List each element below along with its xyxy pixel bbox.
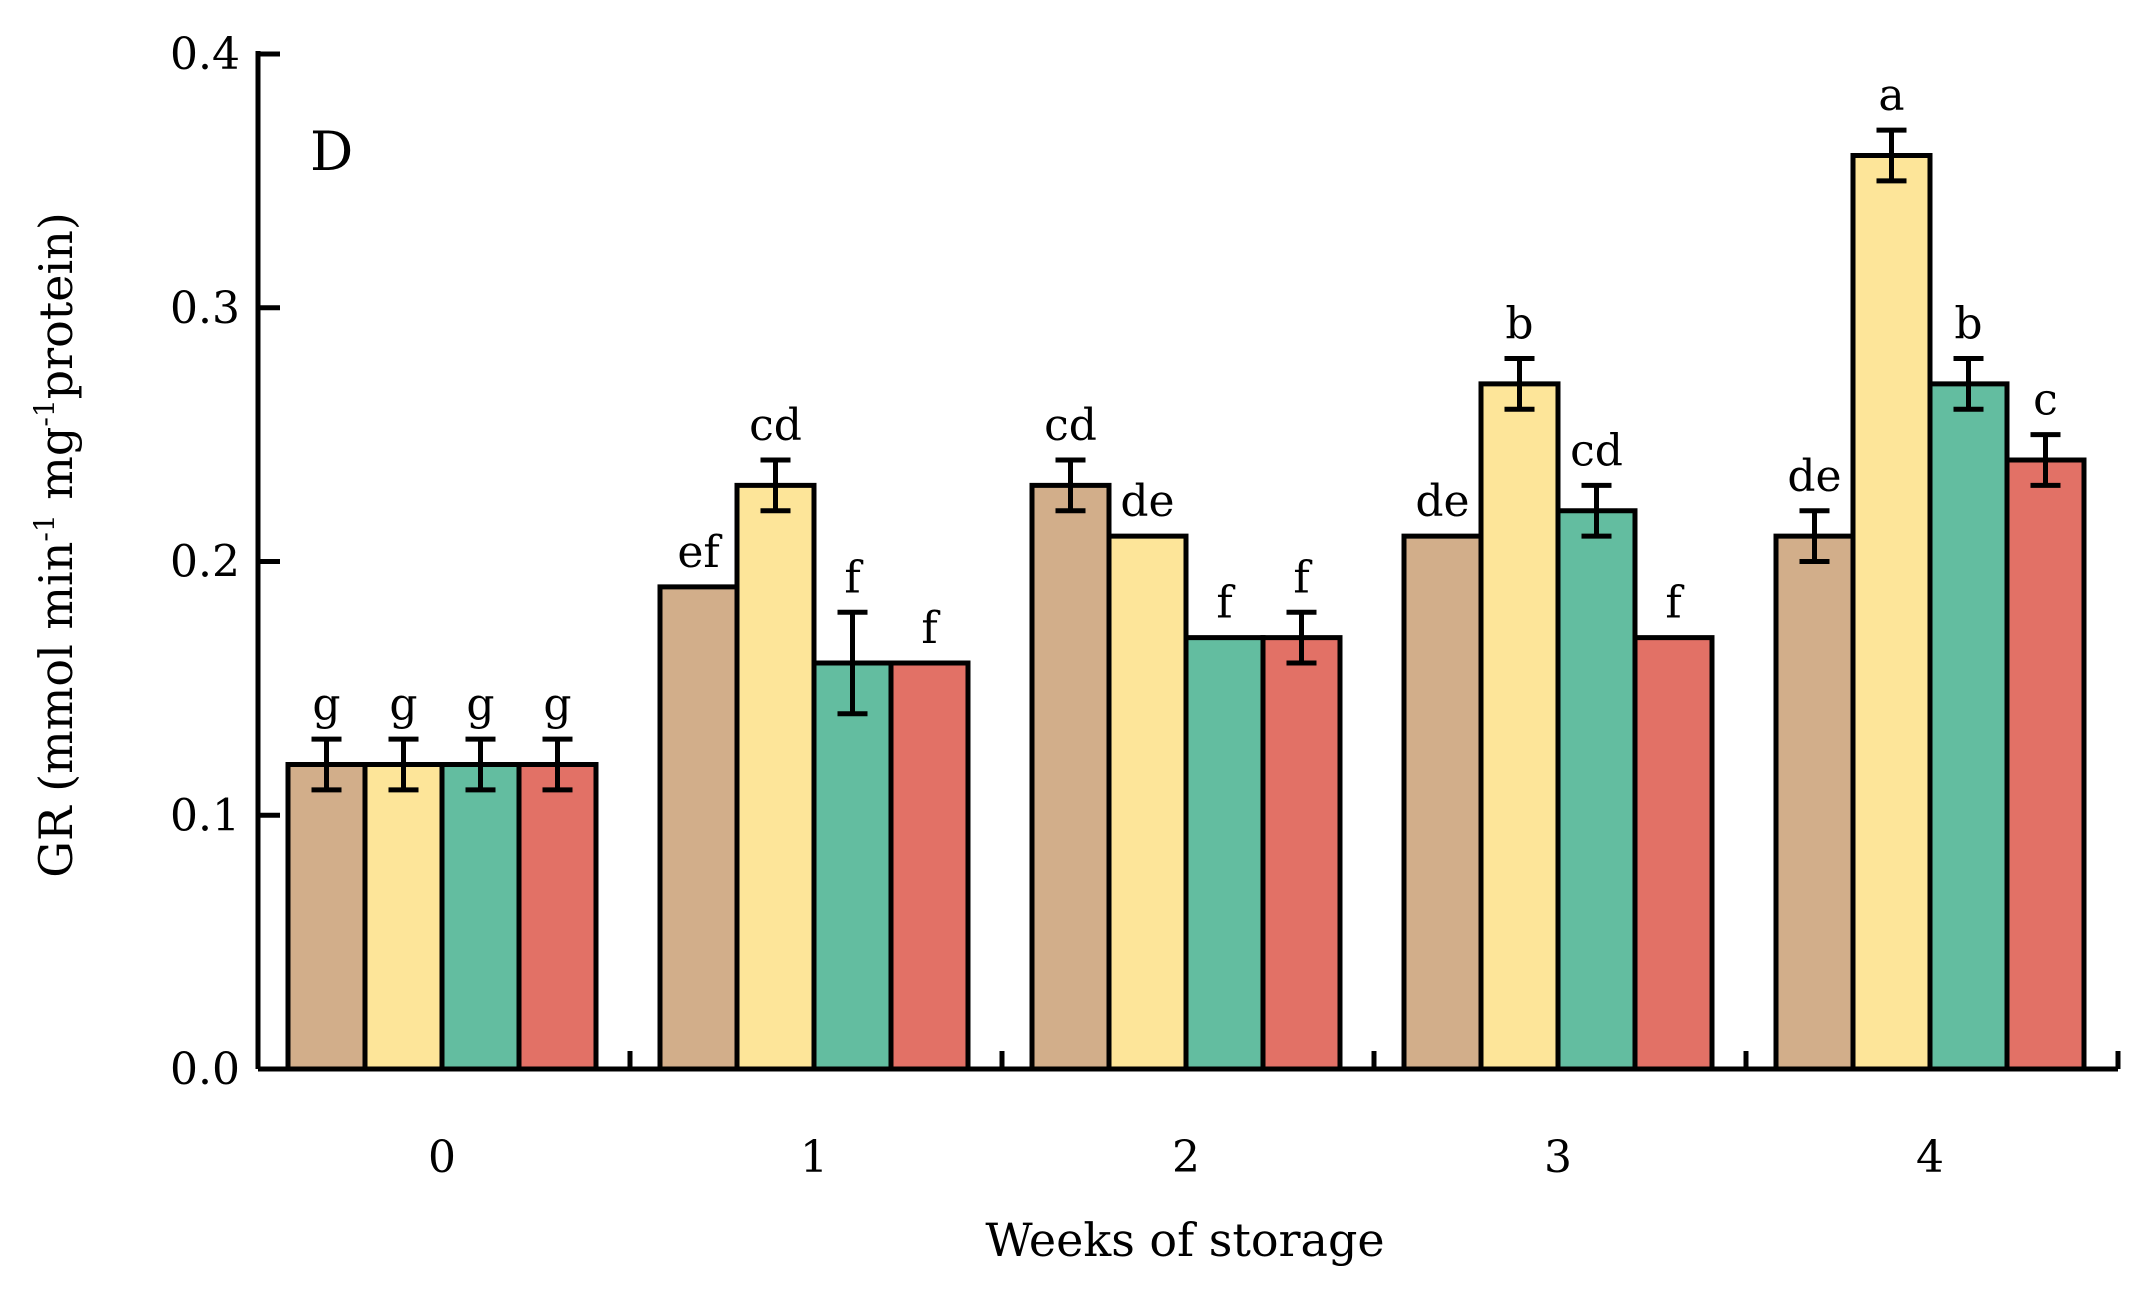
bar	[1927, 381, 2010, 1072]
x-tick-label: 3	[1544, 1132, 1572, 1183]
bar	[1478, 381, 1561, 1072]
significance-label: de	[1787, 451, 1841, 502]
bar	[1106, 533, 1189, 1072]
bar	[1401, 533, 1484, 1072]
y-tick-label: 0.0	[170, 1044, 240, 1095]
significance-label: f	[1665, 578, 1684, 629]
significance-label: b	[1505, 299, 1533, 350]
significance-label: ef	[677, 527, 722, 578]
y-axis-title-part: mg	[29, 427, 83, 515]
significance-label: g	[466, 679, 494, 730]
significance-label: b	[1954, 299, 1982, 350]
significance-label: cd	[1044, 400, 1097, 451]
y-axis-title-superscript: -1	[28, 399, 61, 426]
bar	[285, 762, 368, 1072]
panel-label: D	[310, 120, 353, 183]
significance-label: cd	[1570, 425, 1623, 476]
significance-label: f	[844, 552, 863, 603]
significance-label: g	[312, 679, 340, 730]
axes-group: 0.0 0.1 0.2 0.3 0.4 0 1 2 3 4	[170, 29, 2121, 1183]
significance-label: c	[2033, 375, 2058, 426]
y-axis-title-part: protein)	[29, 212, 83, 399]
bar	[734, 482, 817, 1072]
significance-label: de	[1120, 476, 1174, 527]
significance-label: g	[389, 679, 417, 730]
bar	[516, 762, 599, 1072]
y-tick-label: 0.4	[170, 29, 240, 80]
bar	[2004, 457, 2087, 1072]
y-tick-label: 0.3	[170, 283, 240, 334]
bar	[1632, 635, 1715, 1072]
bar	[888, 660, 971, 1072]
x-tick-label: 2	[1172, 1132, 1200, 1183]
x-tick-label: 1	[800, 1132, 828, 1183]
y-tick-label: 0.2	[170, 537, 240, 588]
significance-label: f	[921, 603, 940, 654]
bar	[439, 762, 522, 1072]
bar	[1850, 153, 1933, 1072]
y-axis-title-superscript: -1	[28, 514, 61, 541]
x-axis-title: Weeks of storage	[985, 1213, 1384, 1267]
bar	[657, 584, 740, 1072]
y-axis-title: GR (mmol min-1 mg-1protein)	[28, 212, 83, 878]
bar	[811, 660, 894, 1072]
bar	[1773, 533, 1856, 1072]
significance-label: f	[1216, 578, 1235, 629]
x-tick-label: 4	[1916, 1132, 1944, 1183]
x-tick-label: 0	[428, 1132, 456, 1183]
bar	[362, 762, 445, 1072]
y-axis-title-part: GR (mmol min	[29, 542, 83, 878]
significance-label: f	[1293, 552, 1312, 603]
significance-label: g	[543, 679, 571, 730]
bar	[1555, 508, 1638, 1072]
bar	[1183, 635, 1266, 1072]
bar	[1029, 482, 1112, 1072]
bar	[1260, 635, 1343, 1072]
significance-label: de	[1415, 476, 1469, 527]
significance-label: cd	[749, 400, 802, 451]
y-tick-label: 0.1	[170, 790, 240, 841]
significance-label: a	[1878, 70, 1904, 121]
